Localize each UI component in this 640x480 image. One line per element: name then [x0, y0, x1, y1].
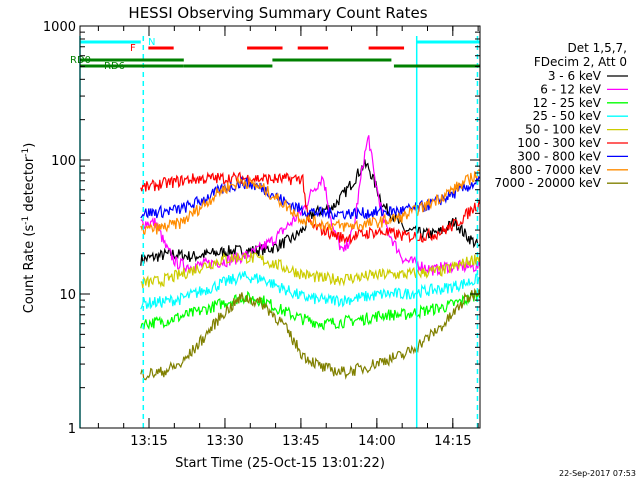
series-line-3: [140, 270, 480, 310]
flag-bar-1-segment-1: [247, 46, 283, 50]
flag-bar-0-segment-1: [416, 40, 480, 44]
flag-bars: N F RD0 RD6: [70, 37, 480, 72]
series-line-2: [140, 289, 480, 331]
series-line-8: [140, 287, 480, 381]
series-line-7: [140, 169, 480, 236]
axis-ticks: 13:15 13:30 13:45 14:00 14:15 1 10 100 1000: [43, 20, 480, 449]
x-axis-label: Start Time (25-Oct-15 13:01:22): [175, 456, 385, 471]
y-axis-label-part3: ): [22, 143, 37, 148]
y-tick-label-1: 10: [59, 288, 76, 303]
flag-bar-label-2: RD0: [70, 55, 91, 66]
legend-label-8: 7000 - 20000 keV: [494, 176, 601, 190]
footer-timestamp: 22-Sep-2017 07:53: [559, 469, 636, 478]
flag-bar-1-segment-2: [297, 46, 329, 50]
flag-bar-2-segment-0: [80, 58, 184, 62]
x-tick-label-3: 14:00: [358, 434, 395, 449]
flag-bar-label-0: N: [148, 37, 155, 48]
legend-label-7: 800 - 7000 keV: [510, 163, 602, 177]
series-line-0: [140, 159, 480, 266]
flag-bar-3-segment-1: [183, 64, 273, 68]
flag-bar-0-segment-0: [80, 40, 141, 44]
legend-label-2: 12 - 25 keV: [533, 96, 602, 110]
y-tick-label-0: 1: [68, 422, 76, 437]
legend-label-0: 3 - 6 keV: [548, 69, 602, 83]
x-tick-label-1: 13:30: [206, 434, 243, 449]
x-tick-label-0: 13:15: [130, 434, 167, 449]
plot-frame: [79, 25, 481, 429]
flag-bar-label-1: F: [130, 43, 136, 54]
chart-title: HESSI Observing Summary Count Rates: [128, 4, 427, 22]
y-axis-label: Count Rate (s-1 detector-1): [21, 143, 37, 314]
y-axis-label-sup2: -1: [21, 148, 31, 157]
legend-label-3: 25 - 50 keV: [533, 109, 602, 123]
y-axis-label-part1: Count Rate (s: [22, 225, 37, 314]
flag-bar-1-segment-3: [368, 46, 405, 50]
y-tick-label-3: 1000: [43, 20, 76, 35]
flag-bar-3-segment-2: [393, 64, 480, 68]
y-tick-label-2: 100: [51, 154, 76, 169]
flag-bar-label-3: RD6: [104, 61, 125, 72]
y-axis-label-part2: detector: [22, 156, 37, 216]
legend-label-6: 300 - 800 keV: [517, 149, 601, 163]
flag-bar-1-segment-0: [148, 46, 174, 50]
legend-label-4: 50 - 100 keV: [525, 123, 602, 137]
series-line-5: [140, 171, 480, 245]
y-axis-label-sup1: -1: [21, 216, 31, 225]
legend-label-5: 100 - 300 keV: [517, 136, 601, 150]
legend-label-1: 6 - 12 keV: [540, 82, 602, 96]
flag-bar-3-segment-0: [80, 64, 184, 68]
legend-header-detectors: Det 1,5,7,: [568, 41, 628, 55]
series-line-4: [140, 251, 480, 289]
legend-header-decimation: FDecim 2, Att 0: [534, 55, 627, 69]
x-tick-label-2: 13:45: [282, 434, 319, 449]
flag-bar-2-segment-1: [272, 58, 392, 62]
x-tick-label-4: 14:15: [434, 434, 471, 449]
series-layer: [140, 135, 480, 381]
